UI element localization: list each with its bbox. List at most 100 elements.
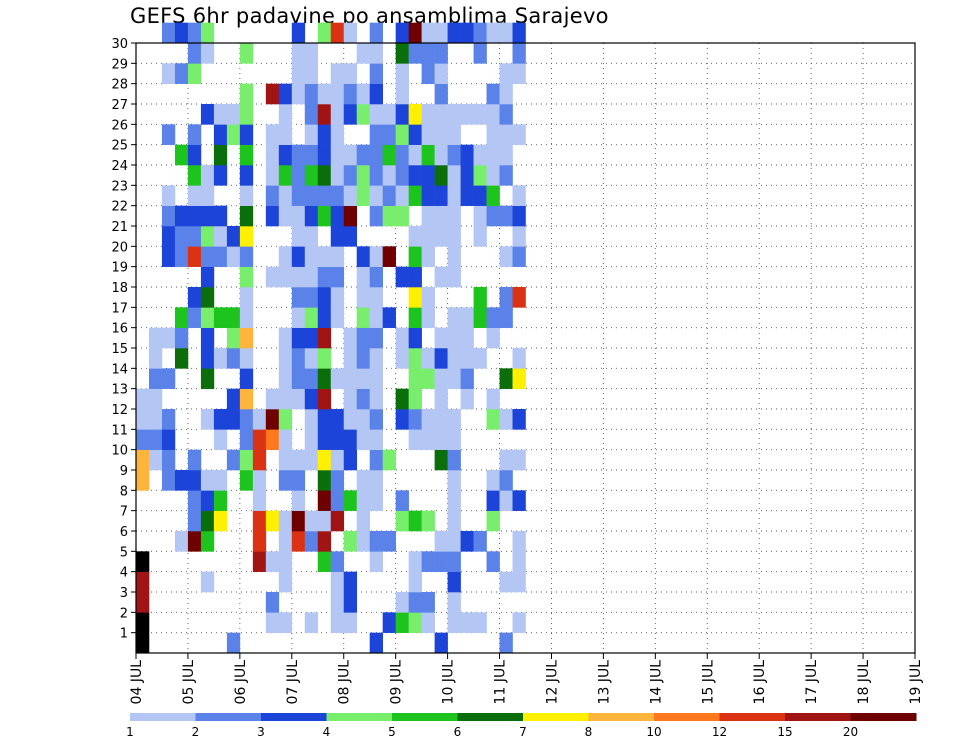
heatmap-cell	[343, 592, 358, 613]
heatmap-cell	[265, 124, 280, 145]
heatmap-cell	[239, 348, 254, 369]
heatmap-cell	[278, 368, 293, 389]
heatmap-cell	[434, 348, 448, 369]
y-tick-label: 19	[111, 261, 128, 276]
heatmap-cell	[408, 307, 422, 328]
y-tick-label: 16	[111, 322, 128, 337]
heatmap-cell	[408, 185, 422, 206]
heatmap-cell	[265, 144, 280, 166]
heatmap-cell	[499, 409, 513, 430]
heatmap-cell	[421, 185, 435, 206]
heatmap-cell	[317, 510, 332, 532]
heatmap-cell	[317, 490, 332, 511]
heatmap-cell	[395, 388, 409, 410]
heatmap-cell	[408, 368, 422, 389]
heatmap-cell	[330, 287, 345, 308]
heatmap-cell	[369, 124, 383, 145]
heatmap-cell	[408, 165, 422, 186]
heatmap-cell	[447, 246, 461, 267]
heatmap-cell	[213, 470, 228, 491]
heatmap-cell	[356, 490, 370, 511]
heatmap-cell	[499, 165, 513, 186]
y-tick-label: 18	[111, 281, 128, 296]
heatmap-cell	[447, 571, 461, 593]
heatmap-cell	[174, 22, 189, 44]
heatmap-cell	[239, 43, 254, 64]
heatmap-cell	[278, 83, 293, 105]
heatmap-cell	[226, 104, 241, 125]
x-tick-label: 11 JUL	[493, 660, 509, 705]
heatmap-cell	[174, 246, 189, 267]
heatmap-cell	[408, 266, 422, 288]
heatmap-cell	[369, 165, 383, 186]
heatmap-cell	[408, 144, 422, 166]
heatmap-cell	[200, 409, 215, 430]
x-tick-label: 16 JUL	[752, 660, 768, 705]
heatmap-cell	[486, 124, 500, 145]
heatmap-cell	[408, 22, 422, 44]
heatmap-cell	[408, 246, 422, 267]
heatmap-cell	[317, 287, 332, 308]
heatmap-cell	[148, 327, 163, 349]
heatmap-cell	[213, 246, 228, 267]
heatmap-cell	[317, 83, 332, 105]
heatmap-cell	[356, 83, 370, 105]
heatmap-cell	[330, 63, 345, 84]
heatmap-cell	[408, 43, 422, 64]
heatmap-cell	[291, 307, 306, 328]
heatmap-cell	[187, 43, 202, 64]
heatmap-cell	[460, 327, 474, 349]
heatmap-cell	[330, 307, 345, 328]
heatmap-cell	[317, 144, 332, 166]
heatmap-cell	[161, 205, 176, 227]
heatmap-cell	[291, 83, 306, 105]
heatmap-cell	[291, 226, 306, 247]
heatmap-cell	[434, 632, 448, 654]
heatmap-cell	[187, 490, 202, 511]
heatmap-cell	[460, 531, 474, 552]
heatmap-cell	[434, 63, 448, 84]
heatmap-cell	[200, 307, 215, 328]
heatmap-cell	[291, 144, 306, 166]
colorbar-swatch	[392, 713, 458, 721]
heatmap-cell	[239, 307, 254, 328]
heatmap-cell	[148, 409, 163, 430]
heatmap-cell	[434, 83, 448, 105]
heatmap-cell	[213, 205, 228, 227]
heatmap-cell	[369, 307, 383, 328]
heatmap-cell	[200, 104, 215, 125]
heatmap-cell	[187, 144, 202, 166]
colorbar-label: 7	[519, 725, 527, 739]
heatmap-cell	[317, 470, 332, 491]
heatmap-cell	[317, 551, 332, 572]
heatmap-cell	[265, 510, 280, 532]
heatmap-cell	[213, 429, 228, 450]
x-tick-label: 09 JUL	[389, 660, 405, 705]
heatmap-cell	[278, 327, 293, 349]
heatmap-cell	[369, 327, 383, 349]
heatmap-cell	[447, 470, 461, 491]
heatmap-cell	[226, 409, 241, 430]
heatmap-cell	[434, 531, 448, 552]
y-tick-label: 4	[120, 566, 128, 581]
heatmap-cell	[291, 327, 306, 349]
heatmap-cell	[343, 205, 358, 227]
heatmap-cell	[200, 22, 215, 44]
heatmap-cell	[434, 266, 448, 288]
heatmap-cell	[265, 612, 280, 633]
heatmap-cell	[486, 307, 500, 328]
heatmap-cell	[421, 307, 435, 328]
heatmap-cell	[291, 531, 306, 552]
heatmap-cell	[265, 388, 280, 410]
heatmap-cell	[382, 612, 396, 633]
heatmap-cell	[226, 388, 241, 410]
heatmap-cell	[408, 124, 422, 145]
heatmap-cell	[434, 388, 448, 410]
heatmap-cell	[473, 531, 487, 552]
heatmap-cell	[317, 185, 332, 206]
heatmap-cell	[369, 490, 383, 511]
heatmap-cell	[512, 571, 526, 593]
heatmap-cell	[187, 470, 202, 491]
heatmap-cell	[174, 307, 189, 328]
